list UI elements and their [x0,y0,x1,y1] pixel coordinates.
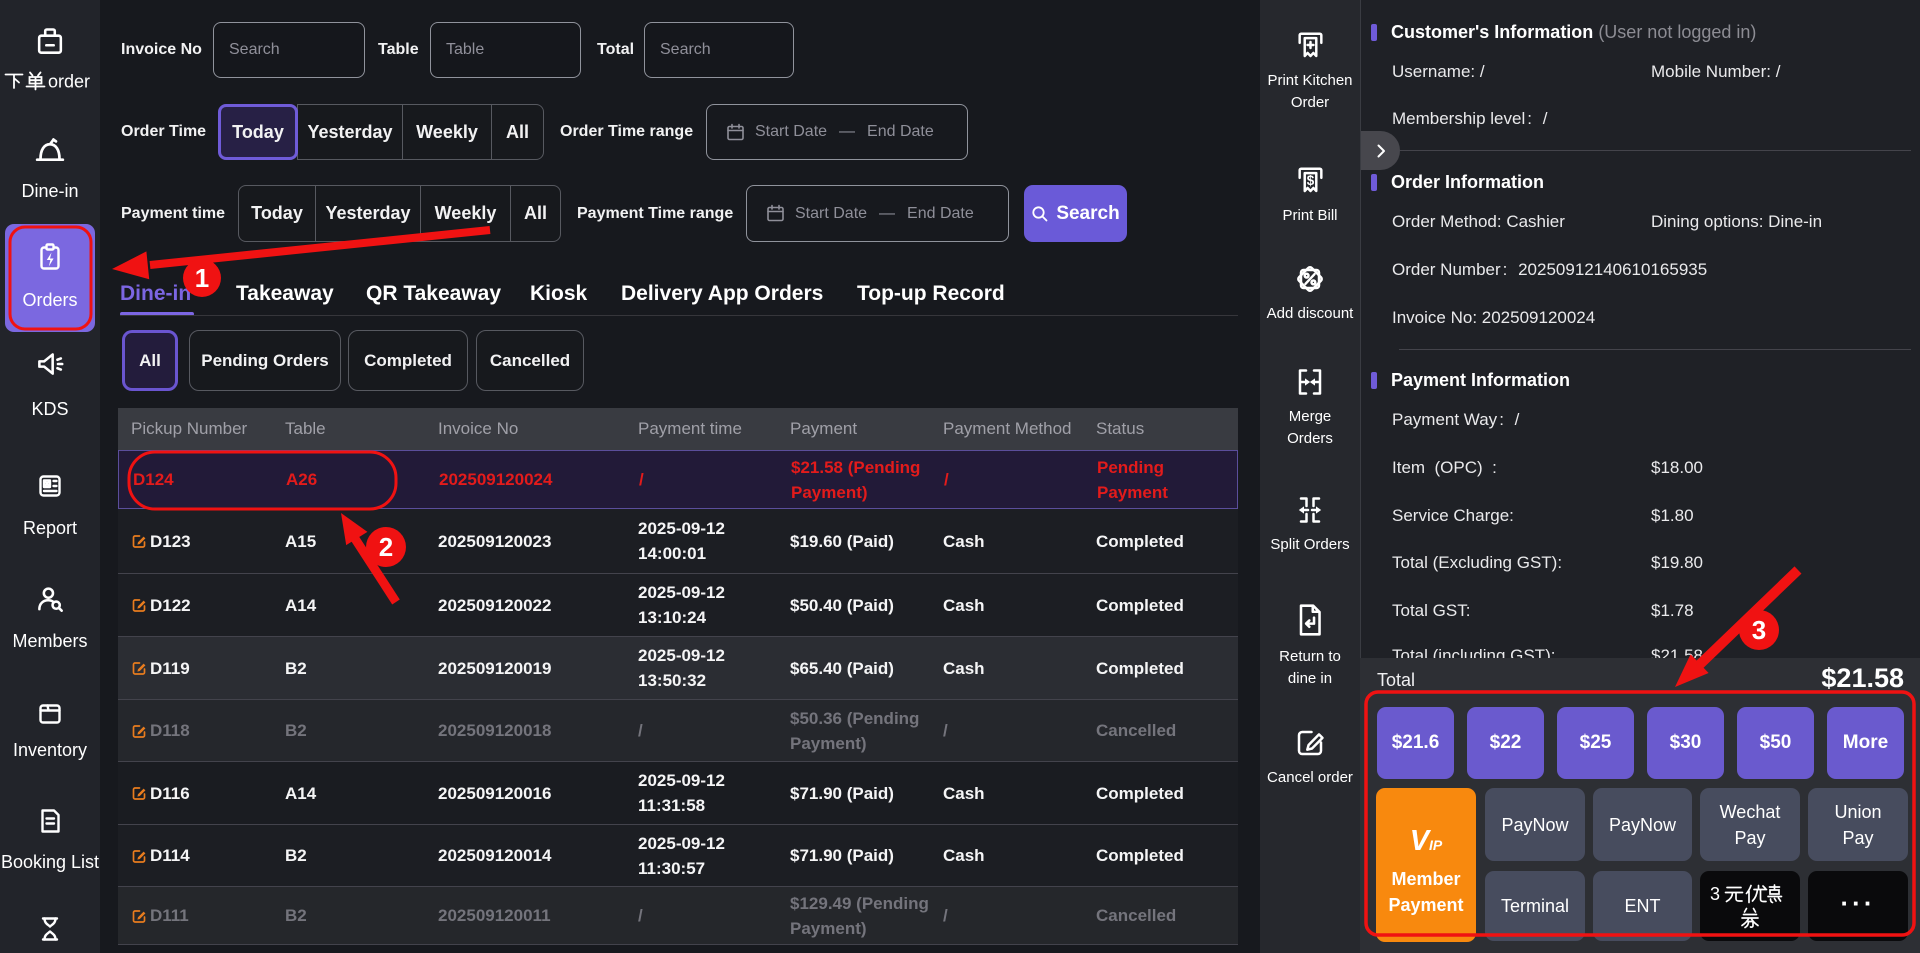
svg-text:order: order [48,72,90,92]
svg-text:$: $ [1306,173,1314,188]
